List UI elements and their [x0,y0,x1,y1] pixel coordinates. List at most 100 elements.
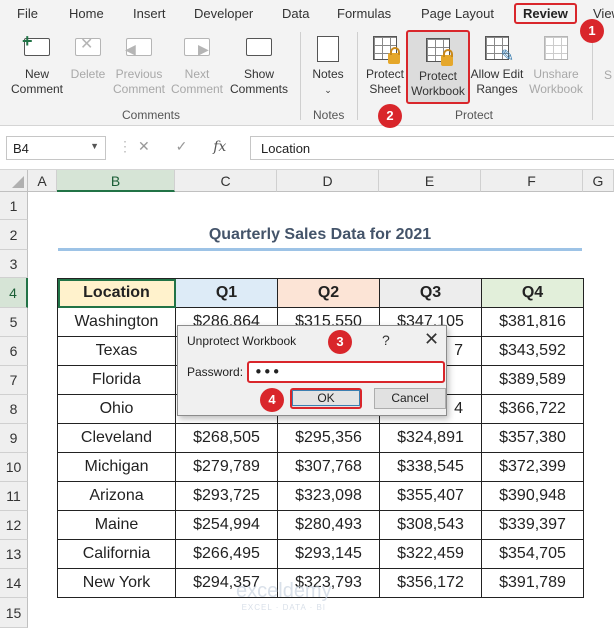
cell-q3[interactable]: $308,543 [379,510,482,540]
cell-q2[interactable]: $323,793 [277,568,380,598]
ok-button[interactable]: OK [290,388,362,409]
cell-q4[interactable]: $343,592 [481,336,584,366]
column-header-f[interactable]: F [481,170,583,192]
header-q3[interactable]: Q3 [379,278,482,308]
menu-review[interactable]: Review [514,3,577,24]
cell-location[interactable]: Ohio [57,394,176,424]
row-header-2[interactable]: 2 [0,220,28,250]
row-header-11[interactable]: 11 [0,482,28,511]
cell-location[interactable]: California [57,539,176,569]
delete-comment-button[interactable]: ✕ Delete [66,34,110,82]
cell-q3[interactable]: $322,459 [379,539,482,569]
cell-location[interactable]: Michigan [57,452,176,482]
row-header-12[interactable]: 12 [0,511,28,540]
previous-comment-button[interactable]: ◀ Previous Comment [110,34,168,97]
menu-insert[interactable]: Insert [133,6,166,21]
cell-q4[interactable]: $390,948 [481,481,584,511]
column-header-a[interactable]: A [28,170,57,192]
header-location[interactable]: Location [57,278,176,308]
cell-q3[interactable]: $324,891 [379,423,482,453]
cell-q4[interactable]: $381,816 [481,307,584,337]
cell-q4[interactable]: $389,589 [481,365,584,395]
header-q1[interactable]: Q1 [175,278,278,308]
cell-q1[interactable]: $294,357 [175,568,278,598]
column-header-b[interactable]: B [57,170,175,192]
cell-q3[interactable]: $338,545 [379,452,482,482]
cell-q4[interactable]: $357,380 [481,423,584,453]
row-header-9[interactable]: 9 [0,424,28,453]
cell-q1[interactable]: $268,505 [175,423,278,453]
cell-location[interactable]: Texas [57,336,176,366]
cell-q1[interactable]: $254,994 [175,510,278,540]
row-header-13[interactable]: 13 [0,540,28,569]
cell-location[interactable]: Maine [57,510,176,540]
notes-dropdown-chevron-icon[interactable]: ⌄ [324,85,332,95]
cell-q1[interactable]: $279,789 [175,452,278,482]
cell-q2[interactable]: $280,493 [277,510,380,540]
protect-sheet-button[interactable]: Protect Sheet [362,34,408,97]
close-icon[interactable]: ✕ [424,329,440,349]
cell-location[interactable]: Florida [57,365,176,395]
cell-location[interactable]: New York [57,568,176,598]
cell-q3[interactable]: $355,407 [379,481,482,511]
cell-q1[interactable]: $266,495 [175,539,278,569]
cell-q4[interactable]: $372,399 [481,452,584,482]
password-field[interactable]: ••• [247,361,445,383]
cell-location[interactable]: Cleveland [57,423,176,453]
menu-data[interactable]: Data [282,6,310,21]
help-icon[interactable]: ? [382,332,390,348]
cell-q4[interactable]: $366,722 [481,394,584,424]
menu-file[interactable]: File [17,6,38,21]
row-header-4[interactable]: 4 [0,278,28,308]
row-header-3[interactable]: 3 [0,250,28,278]
menu-view[interactable]: View [593,6,614,21]
cancel-button[interactable]: Cancel [374,388,446,409]
row-header-7[interactable]: 7 [0,366,28,395]
name-box-chevron-icon[interactable]: ▼ [90,141,99,151]
notes-button[interactable]: Notes ⌄ [306,34,350,98]
next-comment-button[interactable]: ▶ Next Comment [168,34,226,97]
protect-workbook-button[interactable]: Protect Workbook [406,30,470,104]
cell-q2[interactable]: $323,098 [277,481,380,511]
ribbon-partial-button[interactable]: S [603,68,612,82]
confirm-entry-icon[interactable]: ✓ [175,138,188,154]
show-comments-button[interactable]: Show Comments [226,34,292,97]
header-q2[interactable]: Q2 [277,278,380,308]
insert-function-icon[interactable]: fx [213,139,227,155]
new-comment-button[interactable]: + New Comment [8,32,66,97]
formula-input[interactable]: Location [250,136,614,160]
row-header-10[interactable]: 10 [0,453,28,482]
cell-q4[interactable]: $354,705 [481,539,584,569]
row-header-5[interactable]: 5 [0,308,28,337]
select-all-corner[interactable] [0,170,28,192]
column-header-g[interactable]: G [583,170,614,192]
column-header-d[interactable]: D [277,170,379,192]
unshare-workbook-button[interactable]: Unshare Workbook [526,34,586,97]
row-header-15[interactable]: 15 [0,598,28,628]
cell-q3[interactable]: $356,172 [379,568,482,598]
cell-location[interactable]: Washington [57,307,176,337]
cell-q1[interactable]: $293,725 [175,481,278,511]
column-header-c[interactable]: C [175,170,277,192]
menu-formulas[interactable]: Formulas [337,6,392,21]
allow-edit-ranges-button[interactable]: ✎ Allow Edit Ranges [468,34,526,97]
cell-q2[interactable]: $295,356 [277,423,380,453]
cell-q2[interactable]: $293,145 [277,539,380,569]
cell-q4[interactable]: $339,397 [481,510,584,540]
step-badge-1: 1 [580,19,604,43]
menu-developer[interactable]: Developer [194,6,254,21]
row-header-14[interactable]: 14 [0,569,28,598]
menu-home[interactable]: Home [69,6,104,21]
menu-page-layout[interactable]: Page Layout [421,6,495,21]
sheet-title[interactable]: Quarterly Sales Data for 2021 [208,226,432,243]
name-box[interactable]: B4 ▼ [6,136,106,160]
row-header-1[interactable]: 1 [0,192,28,220]
cancel-entry-icon[interactable]: ✕ [138,138,150,154]
column-header-e[interactable]: E [379,170,481,192]
cell-q2[interactable]: $307,768 [277,452,380,482]
row-header-6[interactable]: 6 [0,337,28,366]
row-header-8[interactable]: 8 [0,395,28,424]
cell-q4[interactable]: $391,789 [481,568,584,598]
cell-location[interactable]: Arizona [57,481,176,511]
header-q4[interactable]: Q4 [481,278,584,308]
